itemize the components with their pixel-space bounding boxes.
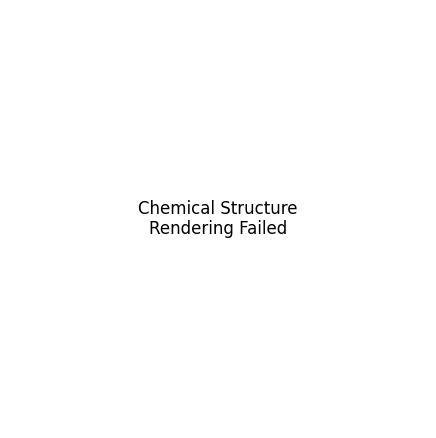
Text: Chemical Structure
Rendering Failed: Chemical Structure Rendering Failed bbox=[138, 200, 298, 238]
